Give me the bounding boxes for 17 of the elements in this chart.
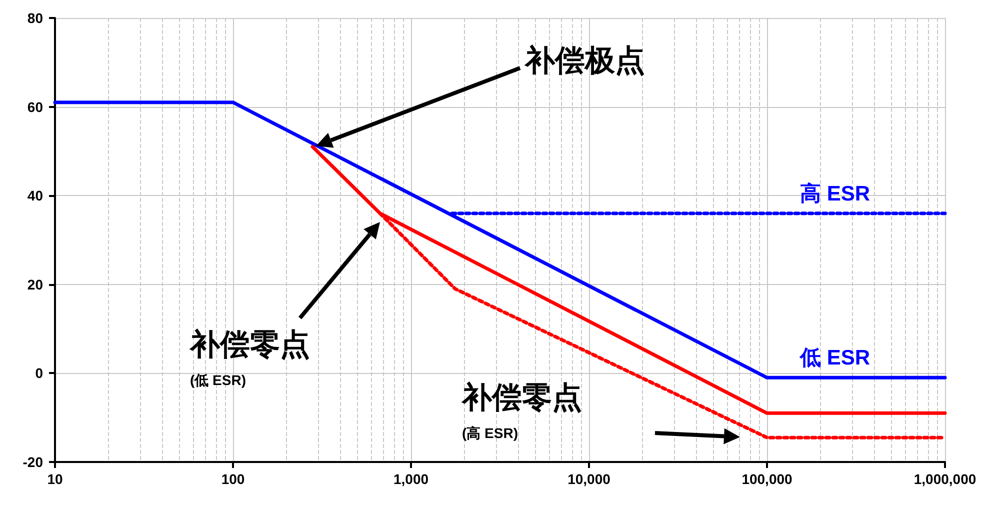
x-tick-label: 1,000,000	[914, 471, 976, 487]
y-tick-label: 40	[27, 188, 44, 204]
annotation: 补偿零点 (低 ESR)	[189, 328, 310, 388]
y-tick-label: 0	[35, 365, 44, 382]
series-label: 高 ESR	[800, 181, 870, 206]
x-tick-label: 100,000	[742, 471, 793, 487]
x-tick-label: 1,000	[393, 471, 429, 487]
annotation: 补偿零点 (高 ESR)	[461, 380, 582, 441]
y-tick-label: 20	[27, 276, 44, 292]
x-tick-label: 10,000	[568, 471, 611, 487]
series-label: 低 ESR	[798, 346, 870, 370]
y-tick-label: -20	[22, 454, 44, 470]
y-tick-label: 60	[27, 98, 44, 115]
annotation: 补偿极点	[524, 44, 645, 78]
x-tick-label: 10	[47, 471, 63, 487]
x-tick-label: 100	[221, 471, 245, 487]
y-tick-label: 80	[27, 10, 44, 26]
